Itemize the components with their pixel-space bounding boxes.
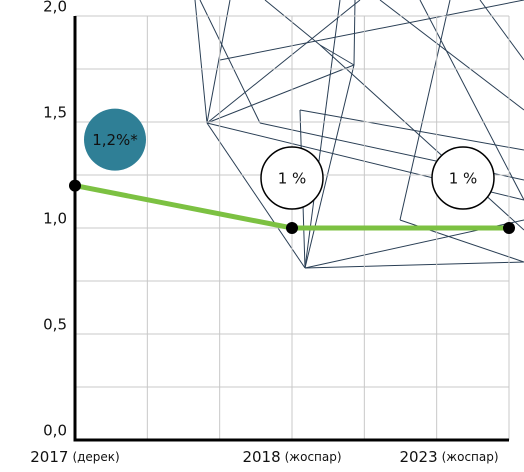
y-tick-label: 0,0 bbox=[43, 422, 67, 440]
data-label: 1,2%* bbox=[92, 131, 138, 149]
label-bubble bbox=[260, 146, 324, 210]
x-tick-label: 2017 (дерек) bbox=[30, 448, 119, 466]
category-note: (дерек) bbox=[72, 450, 119, 464]
data-label: 1 % bbox=[449, 170, 478, 188]
x-tick-label: 2018 (жоспар) bbox=[242, 448, 341, 466]
y-tick-label: 1,0 bbox=[43, 210, 67, 228]
x-tick-label: 2023 (жоспар) bbox=[399, 448, 498, 466]
point bbox=[69, 179, 81, 192]
label-bubble bbox=[84, 108, 146, 171]
point bbox=[503, 222, 515, 234]
category-note: (жоспар) bbox=[442, 450, 499, 464]
point bbox=[286, 222, 298, 234]
category-year: 2017 bbox=[30, 448, 68, 466]
y-tick-label: 2,0 bbox=[43, 0, 67, 16]
y-tick-label: 1,5 bbox=[43, 104, 67, 122]
y-tick-label: 0,5 bbox=[43, 316, 67, 334]
category-year: 2018 bbox=[242, 448, 280, 466]
category-note: (жоспар) bbox=[285, 450, 342, 464]
data-label: 1 % bbox=[278, 170, 307, 188]
label-bubble bbox=[431, 146, 495, 210]
category-year: 2023 bbox=[399, 448, 437, 466]
